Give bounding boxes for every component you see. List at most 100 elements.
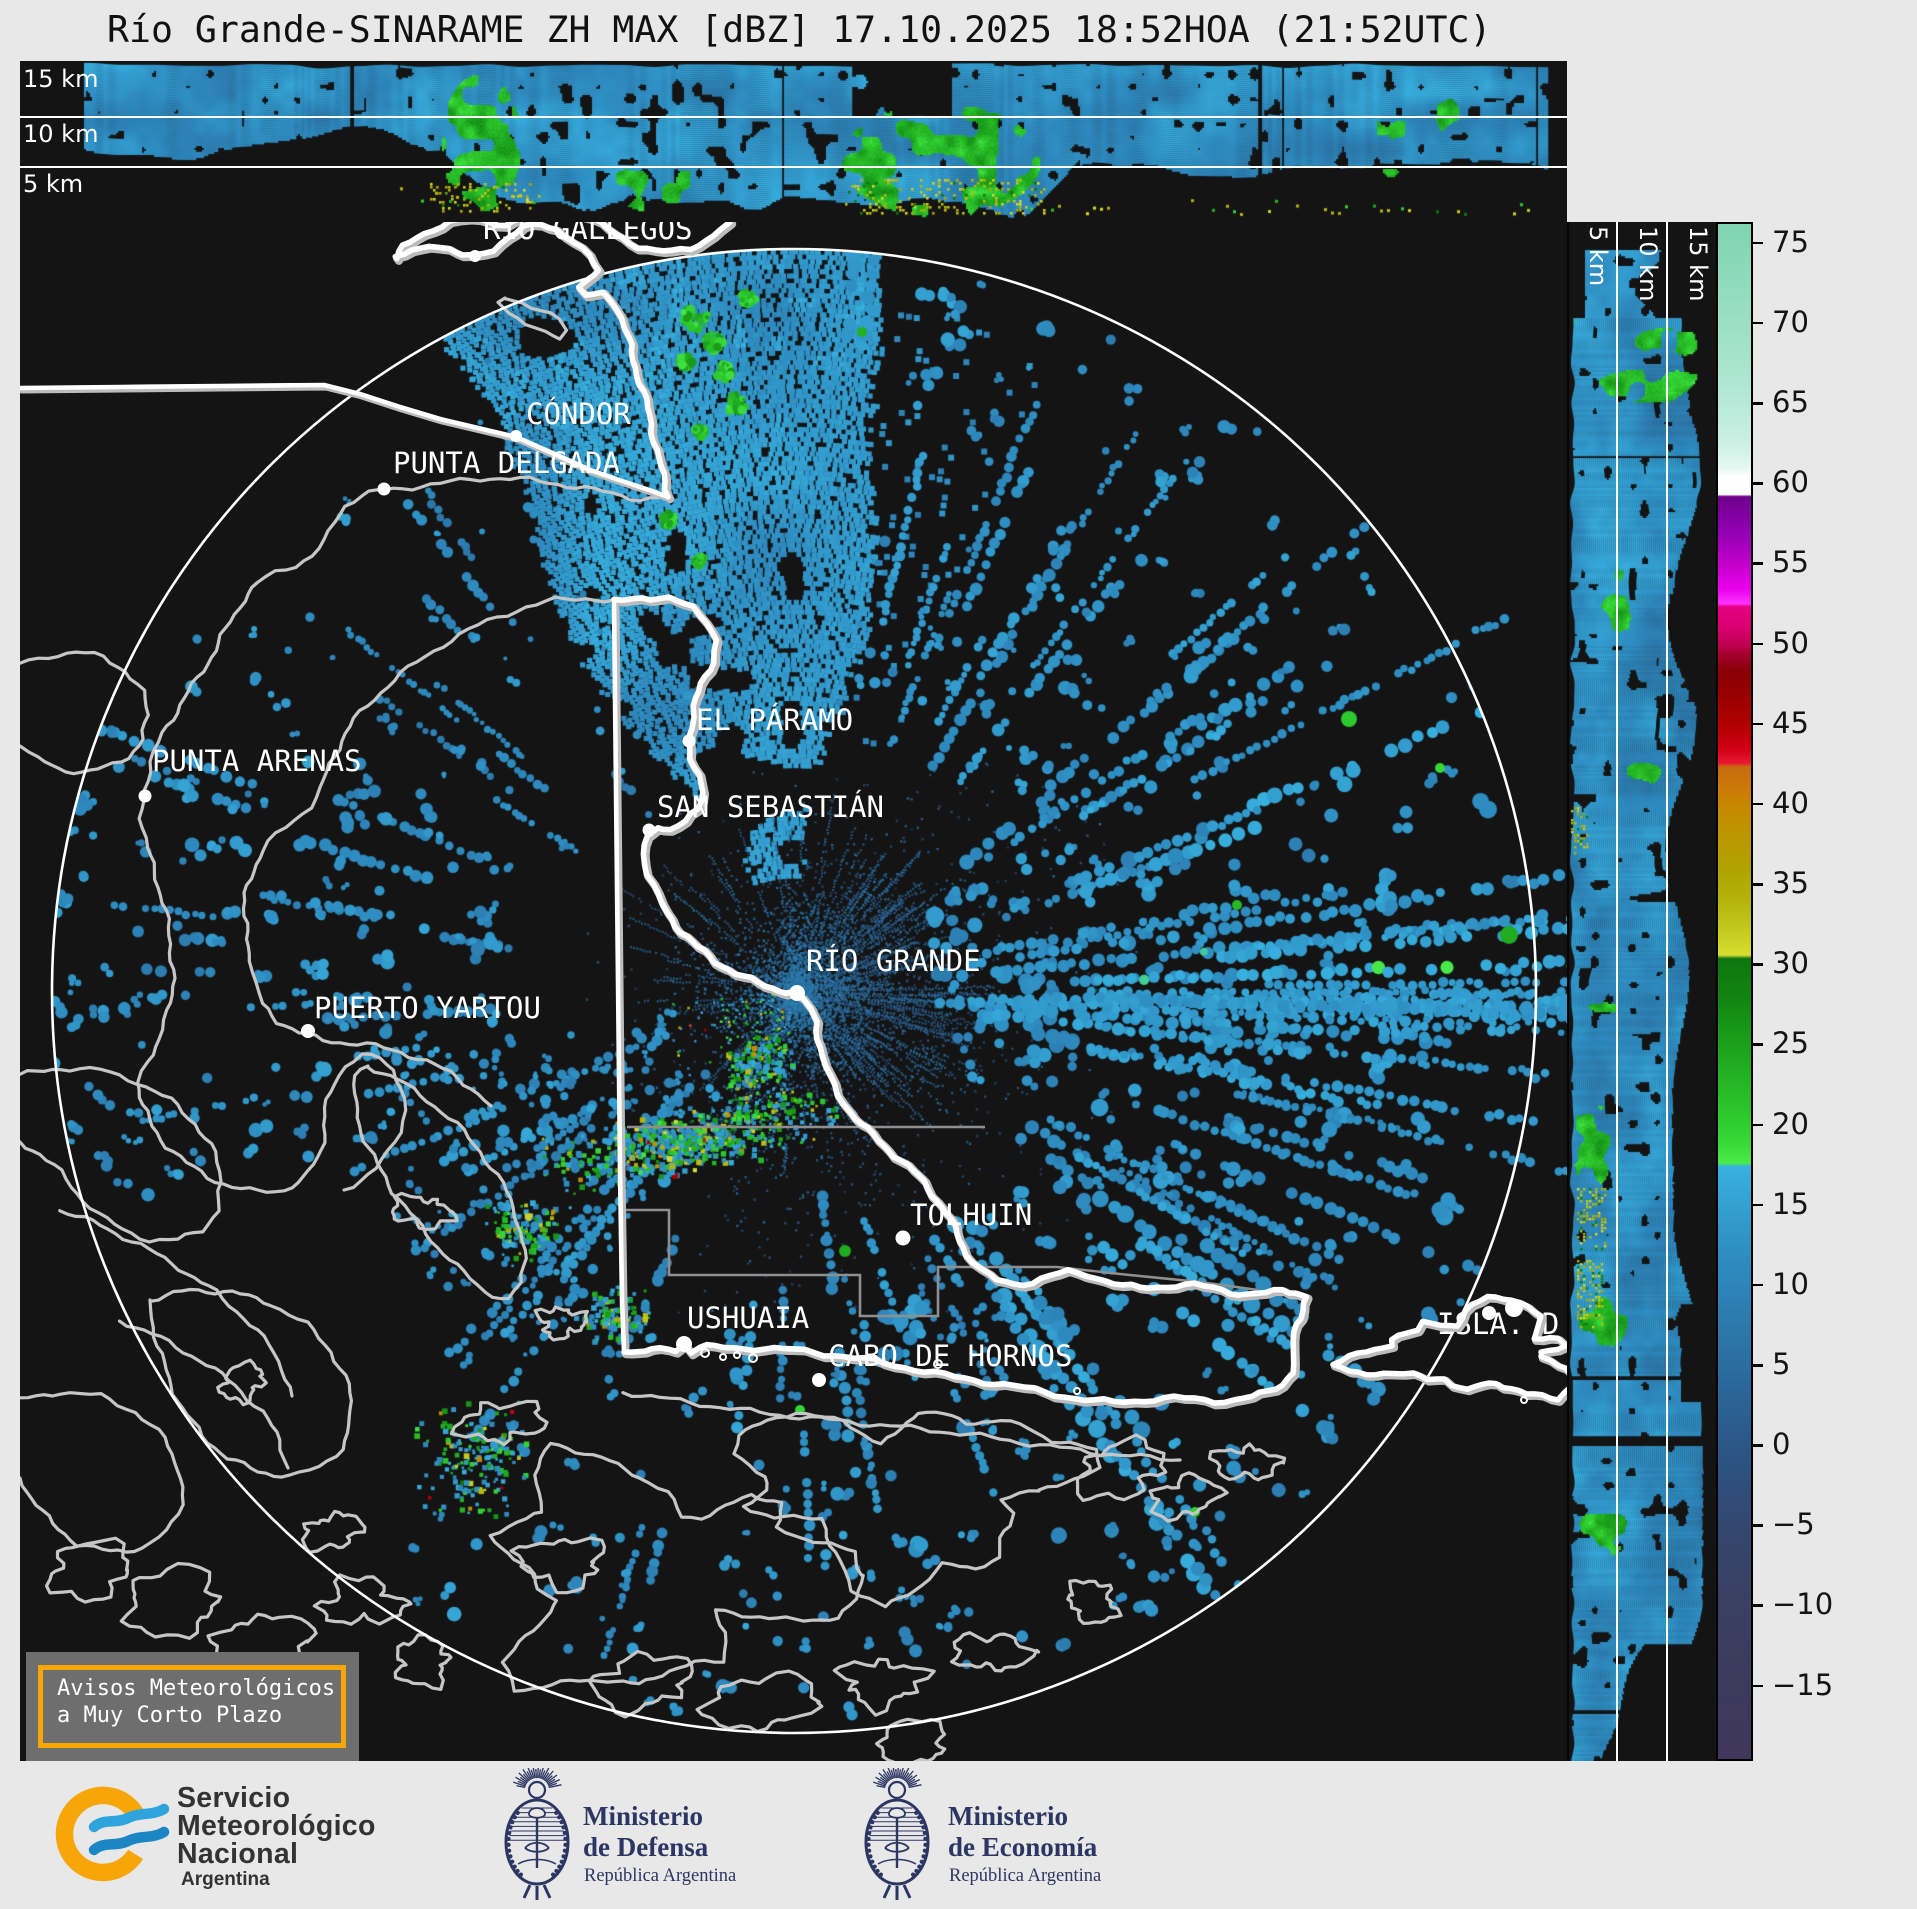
arms-sun-ray xyxy=(906,1774,918,1784)
colorbar-tick xyxy=(1753,1684,1763,1688)
city-dot-punta-delgada xyxy=(377,482,391,496)
coastline-gray xyxy=(58,1209,294,1398)
arms-sun-ray xyxy=(908,1784,922,1789)
city-dot-rio-gallegos xyxy=(469,250,481,262)
arms-sun-ray xyxy=(879,1776,888,1784)
islet-circle xyxy=(748,1353,758,1363)
smn-name-line2: Meteorológico xyxy=(177,1810,376,1842)
island-gray xyxy=(449,1399,549,1447)
right-cross-section-panel: 5 km 10 km 15 km xyxy=(1567,222,1716,1761)
arms-laurel xyxy=(507,1830,512,1836)
colorbar-tick xyxy=(1753,1043,1763,1046)
top-panel-label-10km: 10 km xyxy=(23,120,99,148)
colorbar-tick xyxy=(1753,321,1763,325)
arms-sun-ray xyxy=(890,1769,895,1779)
colorbar-tick-label: −10 xyxy=(1772,1587,1834,1622)
main-radar-panel: RIO GALLEGOS CÓNDOR PUNTA DELGADA EL PÁRAMO… xyxy=(20,222,1567,1761)
arms-sun-ray xyxy=(908,1782,918,1787)
city-label-san-sebastian: SAN SEBASTIÁN xyxy=(657,790,884,824)
arms-sun-ray xyxy=(543,1772,550,1781)
arms-laurel xyxy=(508,1854,513,1859)
colorbar-tick-label: 45 xyxy=(1772,705,1809,740)
arms-sun-ray xyxy=(892,1768,896,1779)
arms-laurel xyxy=(510,1859,515,1864)
figure-title: Río Grande-SINARAME ZH MAX [dBZ] 17.10.2… xyxy=(107,8,1492,51)
arms-laurel xyxy=(866,1842,871,1847)
colorbar-tick xyxy=(1753,1524,1763,1527)
island-gray xyxy=(695,1669,824,1734)
coat-of-arms-defensa xyxy=(504,1768,570,1900)
arms-laurel xyxy=(561,1854,566,1859)
city-label-rio-gallegos: RIO GALLEGOS xyxy=(483,222,693,246)
arms-sun-ray xyxy=(527,1768,534,1780)
arms-sun-ray xyxy=(542,1768,550,1780)
colorbar-tick-label: 10 xyxy=(1772,1266,1809,1301)
coastline-gray xyxy=(20,1391,185,1554)
island-white xyxy=(1330,1293,1567,1403)
city-dot-puerto-yartou xyxy=(301,1024,315,1038)
arms-laurel xyxy=(917,1815,922,1820)
colorbar-tick xyxy=(1753,1364,1763,1367)
arms-laurel xyxy=(515,1868,520,1874)
island-gray xyxy=(1066,1578,1123,1625)
arms-sun-ray xyxy=(516,1784,526,1789)
city-label-punta-delgada: PUNTA DELGADA xyxy=(393,446,620,480)
city-dot-tolhuin xyxy=(895,1230,911,1246)
coastline-gray xyxy=(20,650,150,776)
arms-laurel xyxy=(919,1819,924,1825)
arms-laurel xyxy=(507,1848,512,1853)
arms-laurel xyxy=(506,1842,511,1847)
arms-laurel xyxy=(563,1836,568,1842)
colorbar-tick-label: 15 xyxy=(1772,1186,1809,1221)
arms-sun-ray xyxy=(875,1776,888,1785)
arms-sun-ray xyxy=(546,1778,556,1785)
coat-of-arms-economia xyxy=(864,1768,930,1900)
arms-sun-ray xyxy=(878,1772,889,1783)
arms-sun-ray xyxy=(538,1769,542,1779)
islet-circle xyxy=(700,1348,710,1358)
city-label-rio-grande: RÍO GRANDE xyxy=(806,944,981,978)
colorbar-tick xyxy=(1753,1283,1763,1287)
map-overlay xyxy=(20,222,1567,1761)
right-cross-section-canvas xyxy=(1569,222,1716,1761)
city-dot-ushuaia xyxy=(676,1336,692,1352)
city-label-puerto-yartou: PUERTO YARTOU xyxy=(314,991,541,1025)
arms-laurel xyxy=(923,1842,928,1847)
arms-sun-ray xyxy=(887,1768,894,1780)
city-label-tolhuin: TOLHUIN xyxy=(910,1198,1033,1232)
arms-laurel xyxy=(559,1859,564,1864)
warning-box-border: Avisos Meteorológicos a Muy Corto Plazo xyxy=(38,1665,346,1748)
warning-line-1: Avisos Meteorológicos xyxy=(57,1676,336,1701)
coastline-gray xyxy=(148,1287,353,1479)
colorbar-tick-label: 0 xyxy=(1772,1427,1791,1462)
island-gray xyxy=(1207,1442,1287,1482)
arms-sun-ray xyxy=(515,1776,528,1785)
arms-sun-ray xyxy=(904,1770,914,1782)
island-gray xyxy=(1148,1471,1229,1523)
ministry-defensa-sub: República Argentina xyxy=(584,1866,737,1886)
islet-dot xyxy=(1505,1299,1523,1317)
arms-laurel xyxy=(878,1872,884,1877)
arms-sun-ray xyxy=(900,1770,906,1780)
arms-laurel xyxy=(919,1859,924,1864)
colorbar xyxy=(1716,222,1753,1761)
arms-laurel xyxy=(554,1868,559,1874)
top-panel-5km-line xyxy=(20,166,1567,168)
arms-sun-ray xyxy=(903,1772,910,1781)
arms-sun-ray xyxy=(522,1773,530,1782)
border-line-white xyxy=(20,382,671,500)
arms-laurel xyxy=(922,1830,927,1836)
ministry-defensa-line2: de Defensa xyxy=(583,1832,709,1862)
warning-box[interactable]: Avisos Meteorológicos a Muy Corto Plazo xyxy=(26,1652,359,1761)
colorbar-tick-label: 65 xyxy=(1772,385,1809,420)
arms-laurel xyxy=(515,1810,520,1815)
arms-ribbon xyxy=(882,1884,912,1900)
arms-ground xyxy=(517,1858,557,1865)
arms-laurel xyxy=(870,1859,875,1864)
city-label-ushuaia: USHUAIA xyxy=(687,1301,810,1335)
right-panel-label-5km: 5 km xyxy=(1584,226,1612,287)
arms-sun-ray xyxy=(518,1772,529,1783)
colorbar-tick-label: 70 xyxy=(1772,304,1809,339)
right-panel-10km-line xyxy=(1666,222,1668,1761)
island-gray xyxy=(950,1631,1041,1673)
